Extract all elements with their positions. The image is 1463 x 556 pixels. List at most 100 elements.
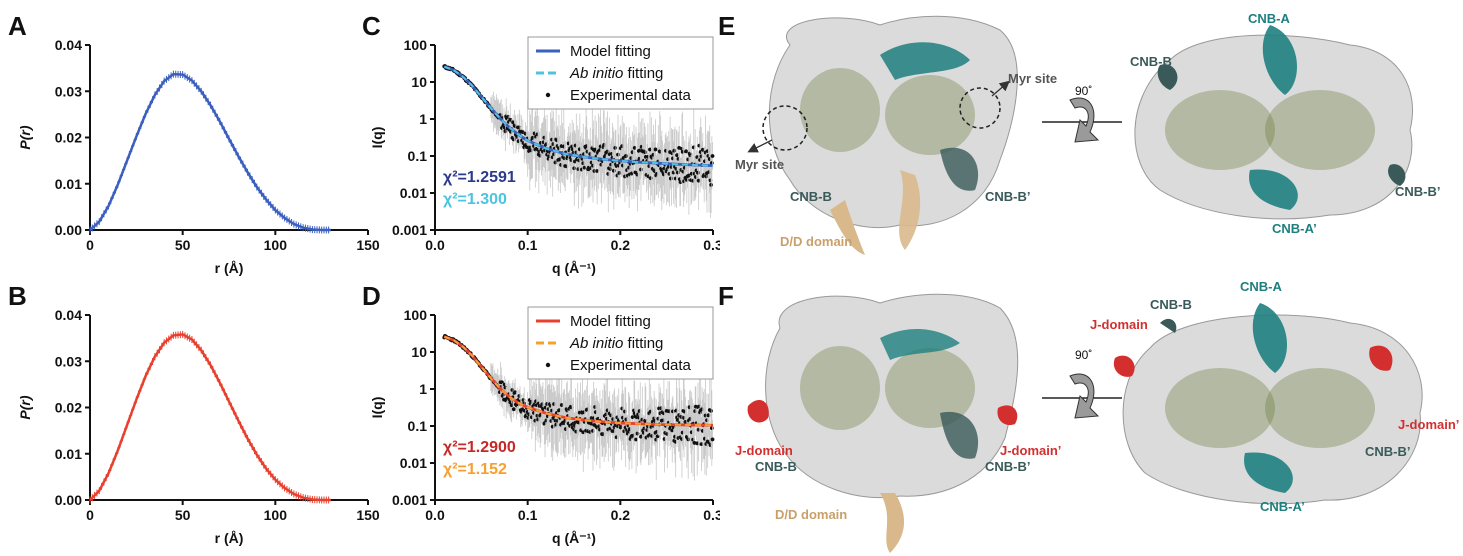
data-point (709, 408, 714, 413)
ab-initio-fit-line (443, 335, 714, 427)
chi-square-annotation: χ²=1.300 (443, 191, 507, 208)
legend-swatch-dot (545, 92, 551, 98)
ab-initio-fit-line (443, 65, 714, 167)
data-point (671, 409, 675, 414)
label-f-cnb-a: CNB-A (1240, 279, 1282, 294)
data-point (675, 153, 679, 158)
y-tick-label: 0.01 (400, 185, 427, 201)
series-line (89, 72, 331, 232)
envelope-right-e (1134, 34, 1413, 220)
y-tick-label: 0.01 (400, 455, 427, 471)
x-tick-label: 0.3 (703, 237, 720, 253)
x-axis-label: r (Å) (215, 260, 244, 276)
y-axis-label: I(q) (369, 127, 385, 149)
chart-panel-b: 0.00 0.01 0.02 0.03 0.04 0 50 100 150 r (Å) P(r) (17, 307, 380, 546)
data-point (520, 130, 525, 135)
legend-label: Model fitting (570, 43, 651, 60)
y-tick-label: 0.03 (55, 353, 82, 369)
data-point (511, 407, 516, 412)
data-point (670, 428, 675, 433)
y-tick-label: 0.01 (55, 176, 82, 192)
y-tick-label: 0.1 (408, 148, 428, 164)
label-f-cnb-b-prime-right: CNB-B’ (1365, 444, 1411, 459)
data-point (639, 167, 643, 172)
y-axis-label: P(r) (17, 395, 33, 419)
x-axis-label: q (Å⁻¹) (552, 530, 596, 546)
data-point (613, 145, 618, 150)
data-point (706, 413, 711, 418)
label-e-cnb-b: CNB-B (790, 189, 832, 204)
data-point (653, 147, 658, 152)
chi-square-annotation: χ²=1.152 (443, 461, 507, 478)
data-point (648, 176, 653, 180)
data-point (692, 441, 697, 445)
x-tick-label: 0.1 (518, 237, 538, 253)
envelope-right-f (1122, 314, 1423, 505)
data-point (696, 427, 701, 432)
label-f-cnb-a-prime: CNB-A’ (1260, 499, 1305, 514)
label-e-cnb-b-right: CNB-B (1130, 54, 1172, 69)
chi-square-annotation: χ²=1.2900 (443, 439, 516, 456)
legend-label: Experimental data (570, 87, 692, 104)
label-f-dd-domain: D/D domain (775, 507, 848, 522)
y-tick-label: 0.03 (55, 83, 82, 99)
label-f-j-domain-prime-right: J-domain’ (1398, 417, 1460, 432)
data-point (710, 154, 715, 158)
x-tick-label: 0 (86, 507, 94, 523)
label-e-cnb-b-prime: CNB-B’ (985, 189, 1031, 204)
series-line (89, 333, 331, 502)
data-point (508, 117, 513, 122)
data-point (581, 430, 586, 435)
data-point (684, 177, 689, 182)
data-point (687, 173, 691, 178)
data-point (513, 390, 518, 395)
data-point (511, 120, 515, 125)
panel-label-c: C (362, 11, 381, 41)
data-point (572, 166, 577, 171)
label-e-cnb-a-prime: CNB-A’ (1272, 221, 1317, 236)
y-axis-label: P(r) (17, 125, 33, 149)
chi-square-annotation: χ²=1.2591 (443, 169, 516, 186)
label-f-cnb-b-right: CNB-B (1150, 297, 1192, 312)
data-point (582, 165, 587, 170)
label-f-j-domain-left: J-domain (735, 443, 793, 458)
myr-site-circle-right (959, 87, 1001, 129)
y-tick-label: 100 (404, 307, 428, 323)
label-e-rotation: 90˚ (1075, 84, 1093, 98)
data-point (675, 418, 680, 422)
x-axis-label: r (Å) (215, 530, 244, 546)
data-point (672, 148, 677, 153)
data-point (648, 147, 652, 152)
myr-site-arrow-left (747, 139, 773, 153)
data-point (611, 168, 616, 173)
label-f-j-domain-right: J-domain (1090, 317, 1148, 332)
myr-site-circle-left (762, 105, 808, 151)
data-point (595, 169, 600, 173)
y-tick-label: 100 (404, 37, 428, 53)
y-tick-label: 0.001 (392, 222, 427, 238)
protein-ribbon-right-e (1157, 25, 1406, 210)
data-point (509, 403, 514, 408)
data-point (699, 442, 704, 447)
y-tick-label: 0.02 (55, 130, 82, 146)
x-tick-label: 0.0 (425, 507, 445, 523)
label-e-cnb-b-prime-right: CNB-B’ (1395, 184, 1441, 199)
data-point (500, 380, 504, 385)
data-point (608, 167, 613, 171)
label-f-cnb-b-prime: CNB-B’ (985, 459, 1031, 474)
x-tick-label: 150 (356, 507, 380, 523)
data-point (624, 154, 629, 158)
legend-box (527, 36, 714, 110)
y-tick-label: 0.02 (55, 400, 82, 416)
myr-site-arrow-right (991, 80, 1010, 97)
x-tick-label: 150 (356, 237, 380, 253)
structure-panel-e (747, 15, 1413, 255)
chart-panel-c: 0.001 0.01 0.1 1 10 100 0.0 0.1 0.2 0.3 q (Å⁻¹) I(q… (369, 36, 720, 276)
data-point (617, 171, 622, 175)
y-tick-label: 0.01 (55, 446, 82, 462)
x-tick-label: 100 (264, 237, 288, 253)
data-point (632, 145, 637, 150)
data-point (643, 150, 648, 155)
x-tick-label: 0.3 (703, 507, 720, 523)
